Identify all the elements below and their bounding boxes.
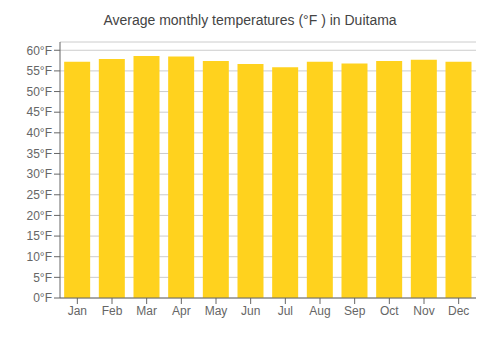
svg-text:35°F: 35°F: [27, 147, 52, 161]
svg-text:Dec: Dec: [448, 304, 469, 318]
svg-text:45°F: 45°F: [27, 105, 52, 119]
svg-text:Apr: Apr: [172, 304, 191, 318]
svg-text:May: May: [205, 304, 228, 318]
svg-text:15°F: 15°F: [27, 229, 52, 243]
svg-text:55°F: 55°F: [27, 64, 52, 78]
svg-text:Mar: Mar: [136, 304, 157, 318]
svg-text:Jun: Jun: [241, 304, 260, 318]
svg-text:Feb: Feb: [102, 304, 123, 318]
svg-text:50°F: 50°F: [27, 85, 52, 99]
svg-text:40°F: 40°F: [27, 126, 52, 140]
svg-text:60°F: 60°F: [27, 44, 52, 58]
svg-text:Jul: Jul: [278, 304, 293, 318]
svg-text:20°F: 20°F: [27, 209, 52, 223]
html-text:Average monthly temperatures (: Average monthly temperatures (°F ) in Du…: [103, 12, 397, 28]
svg-text:30°F: 30°F: [27, 167, 52, 181]
svg-text:Nov: Nov: [413, 304, 434, 318]
svg-text:Sep: Sep: [344, 304, 366, 318]
svg-text:25°F: 25°F: [27, 188, 52, 202]
svg-text:10°F: 10°F: [27, 250, 52, 264]
svg-text:0°F: 0°F: [33, 291, 52, 305]
svg-text:Oct: Oct: [380, 304, 399, 318]
svg-text:5°F: 5°F: [33, 271, 52, 285]
svg-text:Aug: Aug: [309, 304, 330, 318]
svg-text:Jan: Jan: [68, 304, 87, 318]
